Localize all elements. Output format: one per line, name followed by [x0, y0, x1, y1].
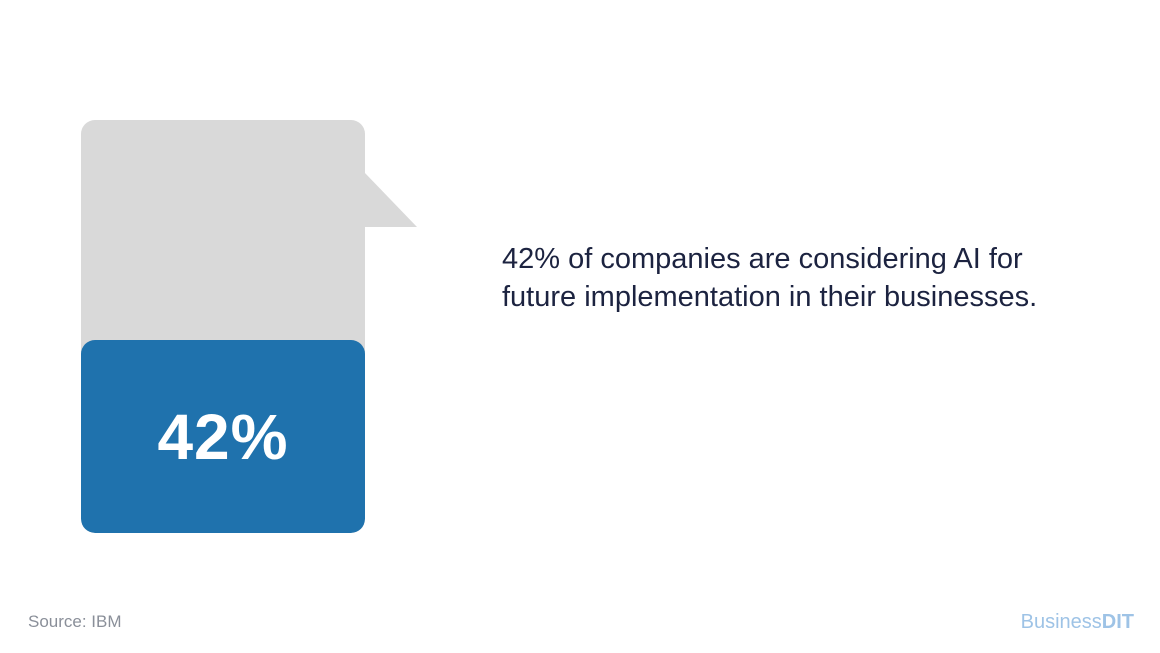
bubble-tail — [364, 172, 417, 227]
brand-name-part1: Business — [1020, 611, 1102, 633]
percentage-value: 42% — [157, 400, 289, 473]
statement-text: 42% of companies are considering AI for … — [502, 243, 1038, 313]
gauge-fill — [81, 340, 365, 533]
brand-logo: BusinessDIT — [1021, 611, 1134, 634]
source-label: Source: IBM — [28, 612, 122, 631]
brand-name-part2: DIT — [1101, 611, 1134, 633]
